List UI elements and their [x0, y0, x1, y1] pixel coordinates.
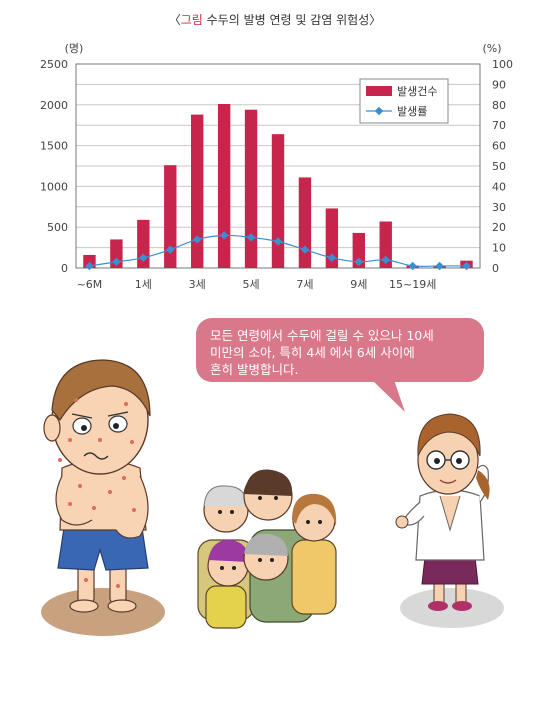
y-right-tick-label: 80 [492, 99, 506, 112]
right-unit-label: (%) [482, 42, 501, 55]
y-left-tick-label: 2500 [40, 58, 68, 71]
sick-boy-icon [41, 359, 165, 636]
x-tick-label: 7세 [296, 278, 313, 291]
x-tick-label: 15~19세 [389, 278, 436, 291]
y-left-tick-label: 0 [61, 262, 68, 275]
line-point [112, 257, 121, 267]
y-left-tick-label: 1500 [40, 140, 68, 153]
line-point [273, 237, 283, 246]
figure-title: 〈그림 수두의 발병 연령 및 감염 위험성〉 [0, 11, 550, 28]
line-point [462, 261, 471, 271]
x-tick-label: 1세 [135, 278, 152, 291]
bar [379, 221, 392, 268]
family-group-icon [197, 469, 337, 629]
figure-title-text: 수두의 발병 연령 및 감염 위험성〉 [202, 13, 382, 27]
legend-line-marker [374, 106, 384, 116]
chart: 0102030405060708090100050010001500200025… [40, 42, 513, 291]
line-point [354, 257, 364, 267]
y-right-tick-label: 50 [492, 160, 506, 173]
legend-item-bars: 발생건수 [397, 85, 437, 98]
x-tick-label: 9세 [350, 278, 367, 291]
speech-bubble: 모든 연령에서 수두에 걸릴 수 있으나 10세 미만의 소아, 특히 4세 에… [196, 318, 484, 382]
y-right-tick-label: 40 [492, 180, 506, 193]
bar [83, 254, 96, 268]
figure-title-open: 〈 [168, 13, 181, 27]
speech-bubble-text: 모든 연령에서 수두에 걸릴 수 있으나 10세 미만의 소아, 특히 4세 에… [210, 328, 434, 377]
x-tick-label: ~6M [77, 278, 103, 291]
bar [325, 208, 339, 268]
y-left-tick-label: 2000 [40, 99, 68, 112]
bar [137, 219, 150, 268]
line-point [219, 231, 229, 240]
x-tick-label: 3세 [189, 278, 206, 291]
line-point [408, 261, 417, 271]
speech-bubble-tail [372, 380, 405, 412]
bar [191, 114, 204, 268]
bar-series [83, 103, 473, 268]
bar [164, 165, 177, 268]
y-right-tick-label: 10 [492, 242, 506, 255]
doctor-icon [395, 413, 504, 628]
y-right-tick-label: 100 [492, 58, 513, 71]
left-unit-label: (명) [65, 42, 84, 55]
bar [244, 109, 258, 268]
legend-bar-swatch [366, 86, 392, 96]
y-right-tick-label: 70 [492, 119, 506, 132]
line-point [246, 233, 256, 242]
y-left-tick-label: 1000 [40, 180, 68, 193]
y-right-tick-label: 20 [492, 221, 506, 234]
line-point [85, 261, 94, 271]
line-point [300, 245, 310, 254]
bar [217, 103, 231, 268]
line-point [381, 255, 390, 265]
bar [298, 177, 312, 268]
legend-item-line: 발생률 [397, 105, 427, 118]
y-right-tick-label: 0 [492, 262, 499, 275]
y-right-tick-label: 90 [492, 78, 506, 91]
y-right-tick-label: 30 [492, 201, 506, 214]
line-series [85, 231, 471, 271]
bar [352, 232, 365, 268]
chart-axes: 0102030405060708090100050010001500200025… [40, 58, 513, 291]
line-point [192, 235, 202, 244]
y-right-tick-label: 60 [492, 140, 506, 153]
line-point [166, 245, 175, 254]
chart-legend: 발생건수 발생률 [359, 78, 449, 124]
line-point [435, 261, 444, 271]
figure-title-label: 그림 [180, 13, 203, 27]
x-tick-label: 5세 [243, 278, 260, 291]
bar [271, 134, 285, 268]
y-left-tick-label: 500 [47, 221, 68, 234]
